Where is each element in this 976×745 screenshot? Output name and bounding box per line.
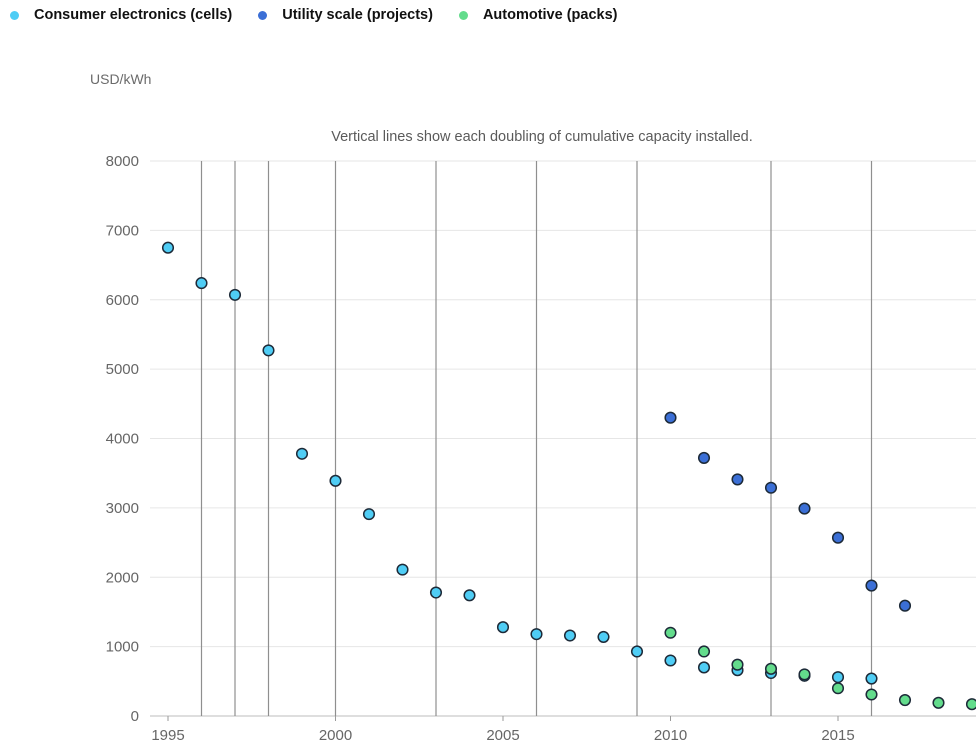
data-point[interactable] (329, 474, 342, 487)
x-tick-labels: 1995 2000 2005 2010 2015 (151, 716, 855, 744)
doubling-lines (200, 161, 873, 716)
data-point[interactable] (597, 630, 610, 643)
data-point[interactable] (429, 586, 443, 599)
data-point[interactable] (731, 473, 744, 486)
data-point[interactable] (362, 508, 376, 521)
legend-label-utility-scale: Utility scale (projects) (282, 7, 433, 23)
data-point[interactable] (831, 671, 845, 684)
data-point[interactable] (697, 645, 711, 658)
data-point[interactable] (664, 626, 677, 639)
data-point[interactable] (463, 589, 476, 602)
y-tick-label: 7000 (106, 222, 139, 239)
data-point[interactable] (764, 662, 778, 675)
legend-swatch-consumer-electronics (10, 10, 19, 20)
y-axis-label: USD/kWh (90, 71, 151, 87)
data-point[interactable] (530, 628, 543, 641)
data-point[interactable] (664, 411, 677, 424)
x-tick-label: 2005 (486, 727, 519, 744)
legend-item-automotive[interactable]: Automotive (packs) (458, 7, 618, 23)
series-0 (161, 241, 878, 685)
data-point[interactable] (764, 481, 778, 494)
series-2 (664, 626, 976, 711)
data-point[interactable] (831, 682, 845, 695)
y-tick-label: 8000 (106, 153, 139, 170)
data-point[interactable] (898, 599, 912, 612)
x-tick-label: 2010 (654, 727, 687, 744)
data-point[interactable] (563, 629, 577, 642)
data-point[interactable] (161, 241, 175, 254)
y-tick-label: 3000 (106, 500, 139, 517)
data-point[interactable] (898, 693, 912, 707)
data-point[interactable] (965, 698, 976, 711)
y-tick-label: 4000 (106, 431, 139, 448)
series-1 (664, 411, 912, 612)
data-point[interactable] (630, 645, 644, 658)
data-points (161, 241, 976, 711)
y-tick-labels: 0 1000 2000 3000 4000 5000 6000 7000 8000 (106, 153, 139, 725)
data-point[interactable] (295, 447, 309, 460)
data-point[interactable] (697, 661, 711, 674)
data-point[interactable] (932, 696, 945, 709)
data-point[interactable] (865, 672, 878, 685)
legend-label-consumer-electronics: Consumer electronics (cells) (34, 7, 233, 23)
data-point[interactable] (195, 277, 208, 290)
y-tick-label: 6000 (106, 292, 139, 309)
data-point[interactable] (262, 344, 275, 357)
legend-label-automotive: Automotive (packs) (482, 7, 618, 23)
data-point[interactable] (731, 658, 744, 671)
legend-item-consumer-electronics[interactable]: Consumer electronics (cells) (10, 7, 232, 23)
data-point[interactable] (228, 288, 242, 301)
y-tick-label: 5000 (106, 361, 139, 378)
legend-item-utility-scale[interactable]: Utility scale (projects) (258, 7, 433, 23)
legend-swatch-automotive (458, 10, 468, 20)
data-point[interactable] (865, 579, 878, 592)
x-tick-label: 2000 (319, 727, 352, 744)
chart-annotation: Vertical lines show each doubling of cum… (331, 129, 753, 145)
data-point[interactable] (798, 502, 811, 515)
data-point[interactable] (664, 654, 677, 667)
y-tick-label: 1000 (106, 639, 139, 656)
data-point[interactable] (496, 621, 510, 634)
x-tick-label: 1995 (151, 727, 184, 744)
horizontal-gridlines (150, 160, 976, 717)
x-tick-label: 2015 (821, 727, 854, 744)
data-point[interactable] (865, 688, 878, 701)
data-point[interactable] (697, 451, 711, 464)
y-tick-label: 0 (131, 708, 139, 725)
data-point[interactable] (396, 563, 409, 576)
legend-swatch-utility-scale (258, 10, 268, 20)
y-tick-label: 2000 (106, 569, 139, 586)
data-point[interactable] (831, 531, 845, 544)
data-point[interactable] (798, 668, 811, 681)
legend: Consumer electronics (cells) Utility sca… (10, 7, 644, 23)
